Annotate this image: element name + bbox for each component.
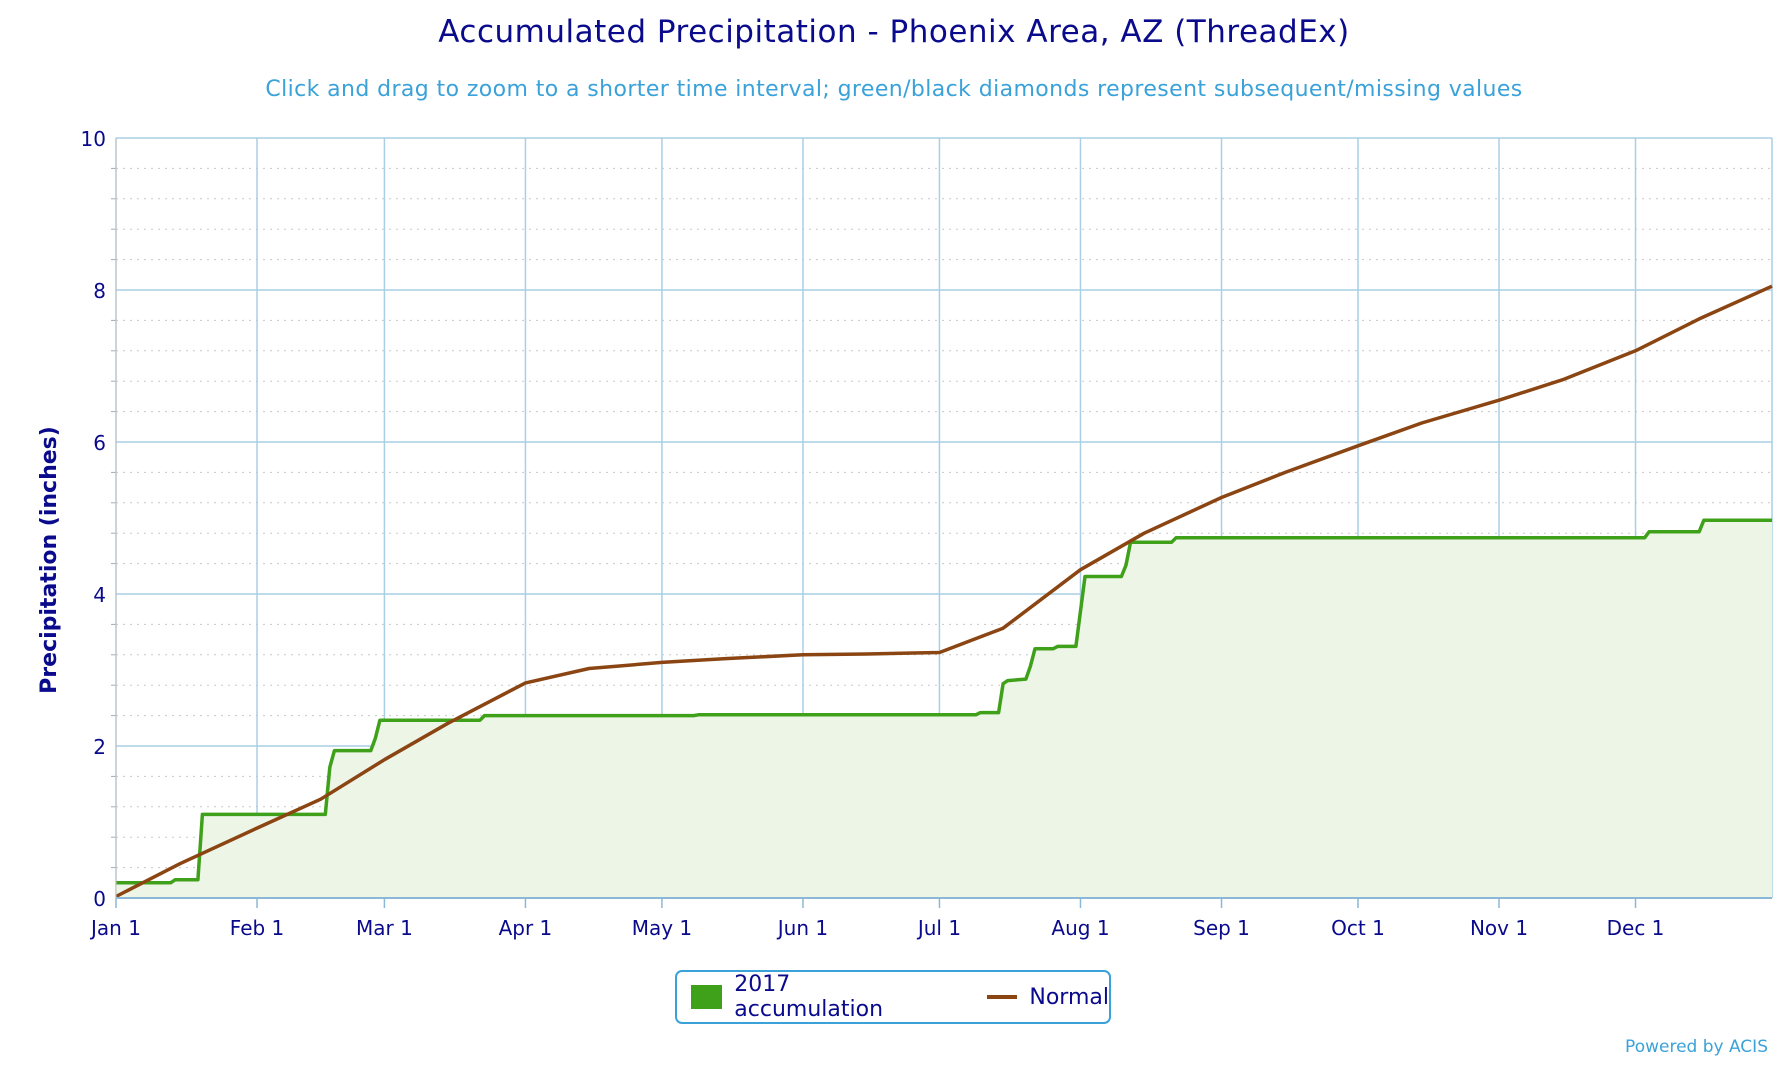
y-tick-label: 4 — [93, 583, 106, 607]
series-area-2017-accumulation — [116, 520, 1772, 898]
legend-item-normal[interactable]: Normal — [941, 985, 1109, 1010]
series-layer — [115, 284, 1773, 899]
x-tick-label: Aug 1 — [1051, 916, 1109, 940]
x-tick-label: Apr 1 — [499, 916, 553, 940]
x-tick-label: Sep 1 — [1193, 916, 1250, 940]
axes — [115, 138, 1772, 908]
x-tick-label: Jun 1 — [776, 916, 828, 940]
series-line-normal — [115, 284, 1773, 899]
x-tick-label: Oct 1 — [1331, 916, 1385, 940]
y-tick-label: 0 — [93, 887, 106, 911]
powered-by-credit[interactable]: Powered by ACIS — [1625, 1037, 1768, 1057]
x-tick-label: May 1 — [632, 916, 692, 940]
series-line-2017-accumulation — [116, 518, 1772, 885]
x-tick-label: Dec 1 — [1607, 916, 1665, 940]
x-tick-label: Nov 1 — [1470, 916, 1528, 940]
y-tick-label: 2 — [93, 735, 106, 759]
y-tick-label: 10 — [81, 127, 106, 151]
y-tick-label: 8 — [93, 279, 106, 303]
legend-swatch-2017-accumulation — [691, 985, 723, 1009]
legend-line-normal — [987, 995, 1018, 999]
y-axis-label: Precipitation (inches) — [37, 426, 62, 694]
legend-label-normal: Normal — [1029, 984, 1109, 1010]
legend-label-2017-accumulation: 2017 accumulation — [734, 972, 884, 1022]
y-tick-label: 6 — [93, 431, 106, 455]
tick-labels: 0 2 4 6 8 10 Jan 1 Feb 1 Mar 1 Apr 1 May 1 Jun 1 Jul… — [81, 127, 1665, 940]
x-tick-label: Jan 1 — [89, 916, 141, 940]
legend-item-2017-accumulation[interactable]: 2017 accumulation — [677, 972, 941, 1022]
x-tick-label: Feb 1 — [230, 916, 285, 940]
chart-title: Accumulated Precipitation - Phoenix Area… — [438, 14, 1350, 50]
x-tick-label: Mar 1 — [356, 916, 413, 940]
chart-subtitle: Click and drag to zoom to a shorter time… — [265, 77, 1523, 102]
legend: 2017 accumulation Normal — [675, 970, 1111, 1024]
x-tick-label: Jul 1 — [916, 916, 961, 940]
